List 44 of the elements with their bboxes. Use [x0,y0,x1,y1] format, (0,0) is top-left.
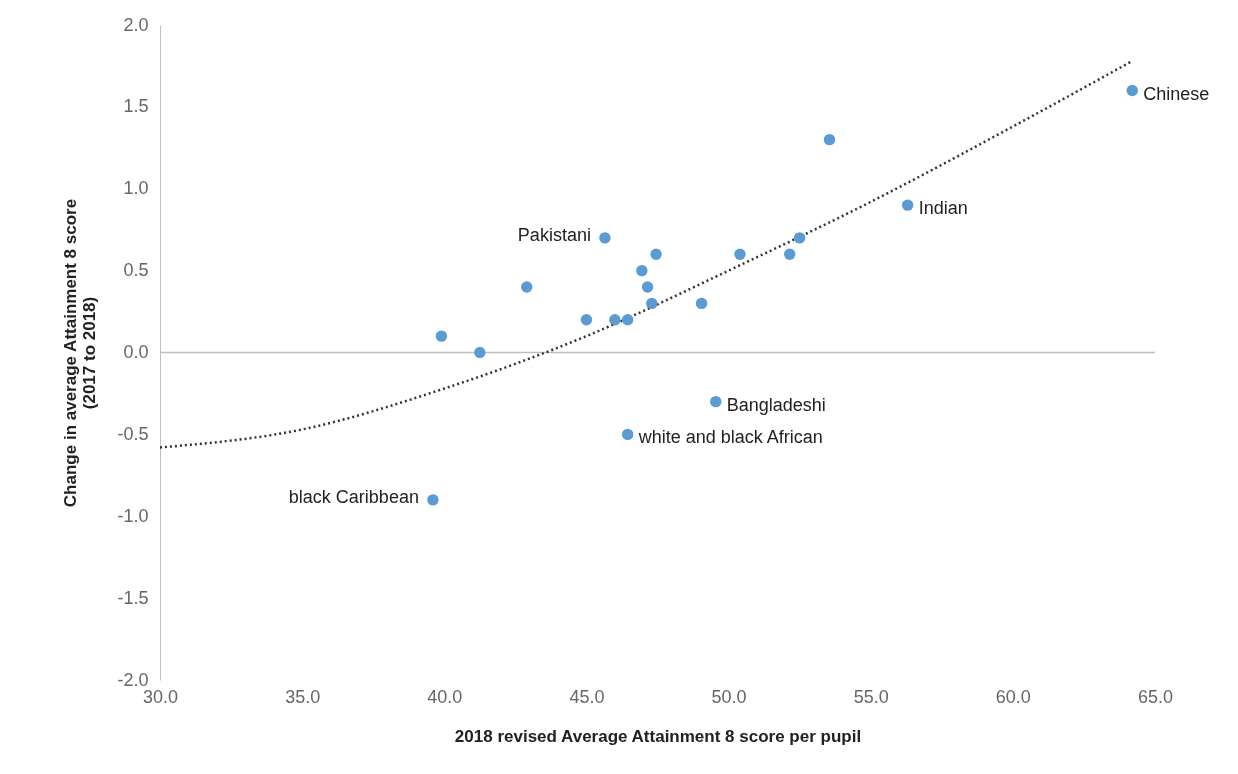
y-tick-label: -1.0 [117,505,149,526]
point [650,248,662,260]
point [1126,84,1138,97]
point [427,494,439,506]
y-axis-title: Change in average Attainment 8 score (2017 to 2018) [61,198,100,508]
point [901,199,914,211]
x-tick-label: 40.0 [427,686,463,707]
y-tick-label: -1.5 [117,587,149,608]
point [636,264,648,277]
x-tick-label: 55.0 [853,686,889,707]
point [710,395,722,408]
point [621,428,634,441]
annotation: Indian [918,198,968,219]
point [474,346,486,359]
point [793,232,806,244]
annotation: Bangladeshi [726,394,826,415]
x-tick-label: 60.0 [995,686,1031,707]
annotation: black Caribbean [288,486,419,507]
x-tick-label: 35.0 [285,686,321,707]
point [609,314,621,326]
point [646,297,658,310]
y-tick-label: 1.5 [123,96,149,117]
y-tick-label: -0.5 [117,423,149,444]
annotation: Pakistani [517,224,591,245]
y-tick-label: 0.0 [123,342,149,362]
x-axis-title: 2018 revised Average Attainment 8 score per pupil [454,726,862,746]
y-tick-label: 2.0 [123,14,149,35]
annotation: white and black African [637,427,823,448]
x-tick-label: 45.0 [569,686,605,707]
x-tick-label: 65.0 [1137,686,1174,707]
point [823,133,836,146]
point [580,314,593,326]
point [783,248,796,260]
point [621,314,634,326]
point [641,281,654,293]
point [521,281,533,293]
x-tick-label: 50.0 [711,686,747,707]
point [695,297,708,310]
point [734,248,746,260]
y-tick-label: 0.5 [123,260,149,281]
annotation: Chinese [1143,83,1210,104]
point [435,330,448,342]
y-tick-label: 1.0 [123,178,149,199]
point [599,232,611,244]
